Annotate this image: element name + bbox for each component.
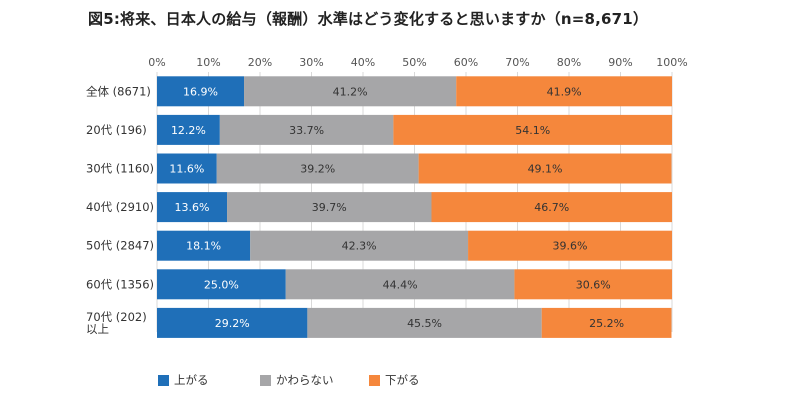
category-label: 40代 (2910) [86,200,154,214]
bar-segment [514,269,672,300]
data-label: 39.6% [553,240,588,253]
bar-segment [219,114,394,145]
data-label: 18.1% [186,240,221,253]
category-label: 全体 (8671) [86,84,151,98]
bar-segment [157,307,308,338]
category-label: 30代 (1160) [86,162,154,176]
category-label: 50代 (2847) [86,239,154,253]
x-axis-ticks: 0% 10% 20% 30% 40% 50% 60% 70% 80% 90% 100% [148,56,687,69]
category-label: 20代 (196) [86,123,147,137]
bar-segment [216,153,419,184]
data-label: 42.3% [342,240,377,253]
x-tick-label: 0% [148,56,165,69]
data-label: 13.6% [175,201,210,214]
x-tick-label: 80% [557,56,581,69]
bar-segment [285,269,515,300]
legend-label: かわらない [276,373,334,387]
x-tick-label: 30% [299,56,323,69]
data-label: 29.2% [215,317,250,330]
category-label: 60代 (1356) [86,277,154,291]
bar-segment [393,114,672,145]
data-label: 11.6% [169,163,204,176]
legend-item: 上がる [158,372,209,388]
legend-swatch [260,374,271,386]
data-label: 12.2% [171,124,206,137]
bar-segment [157,153,217,184]
bars [157,76,672,338]
data-label: 41.9% [547,85,582,98]
data-label: 49.1% [528,163,563,176]
data-label: 25.2% [589,317,624,330]
data-label: 30.6% [576,278,611,291]
data-label: 25.0% [204,278,239,291]
category-label: 70代 (202)以上 [86,310,147,336]
bar-segment [468,230,672,261]
bar-segment [227,192,432,223]
legend-label: 下がる [385,373,420,387]
bar-segment [157,269,286,300]
bar-segment [157,192,228,223]
data-label: 33.7% [289,124,324,137]
legend-swatch [158,374,169,386]
data-label: 46.7% [534,201,569,214]
data-label: 16.9% [183,85,218,98]
data-label: 45.5% [407,317,442,330]
chart-title: 図5:将来、日本人の給与（報酬）水準はどう変化すると思いますか（n=8,671） [88,10,649,28]
x-tick-label: 100% [656,56,687,69]
x-tick-label: 20% [248,56,272,69]
bar-segment [541,307,672,338]
bar-segment [307,307,542,338]
bar-segment [157,230,251,261]
bar-segment [250,230,469,261]
data-labels: 16.9% 41.2% 41.9% 12.2% 33.7% 54.1% 11.6% 39.2%… [169,85,624,330]
x-tick-label: 60% [454,56,478,69]
x-tick-label: 70% [505,56,529,69]
legend-label: 上がる [174,373,209,387]
x-tick-label: 10% [196,56,220,69]
bar-segment [431,192,672,223]
data-label: 44.4% [383,278,418,291]
bar-segment [418,153,672,184]
data-label: 41.2% [333,85,368,98]
legend-item: かわらない [260,372,334,388]
bar-segment [157,76,245,107]
legend-swatch [369,374,380,386]
data-label: 39.2% [300,163,335,176]
data-label: 54.1% [515,124,550,137]
bar-segment [456,76,672,107]
data-label: 39.7% [312,201,347,214]
x-tick-label: 40% [351,56,375,69]
category-labels: 全体 (8671) 20代 (196) 30代 (1160) 40代 (2910) 50… [86,84,154,336]
bar-segment [157,114,220,145]
bar-segment [244,76,457,107]
x-tick-label: 90% [608,56,632,69]
x-tick-label: 50% [402,56,426,69]
legend: 上がる かわらない 下がる [0,372,800,392]
legend-item: 下がる [369,372,420,388]
